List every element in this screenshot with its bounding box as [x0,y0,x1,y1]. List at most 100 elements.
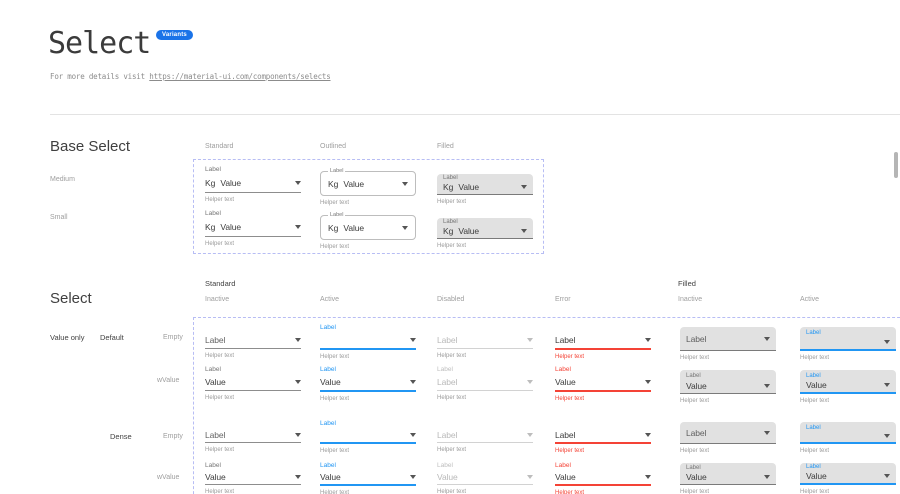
select-filled-inactive-wvalue-dense: Label Value Helper text [680,463,776,494]
select-control[interactable]: Label Kg Value [437,218,533,239]
select-control[interactable]: Label Value [800,370,896,394]
subtitle-text: For more details visit [50,72,150,81]
select-value: Label [205,429,226,440]
select-control[interactable]: Value [555,374,651,392]
select-standard-error-wvalue-dense: Label Value Helper text [555,462,651,494]
select-floating-label: Label [205,462,221,469]
select-control[interactable]: Label Kg Value [320,168,416,196]
select-control[interactable]: Label Value [800,463,896,485]
select-value: Value [806,380,827,390]
dropdown-arrow-icon [410,379,416,384]
select-adornment: Kg [443,182,454,192]
scrollbar-thumb[interactable] [894,152,898,178]
dropdown-arrow-icon [645,379,651,384]
select-control[interactable]: Label [437,428,533,443]
dropdown-arrow-icon [521,229,527,233]
state-header-active: Active [320,296,340,303]
select-control[interactable]: Label [800,422,896,444]
helper-text: Helper text [205,447,235,453]
select-control[interactable]: Value [437,470,533,485]
select-control[interactable]: Label [680,422,776,444]
select-control[interactable]: Value [555,470,651,486]
row-size-default: Default [100,333,124,342]
select-floating-label: Label [443,219,458,225]
dropdown-arrow-icon [527,379,533,384]
select-floating-label: Label [806,330,821,336]
select-control[interactable]: Label [205,332,301,349]
select-standard-disabled-empty-dense: Label Helper text [437,420,533,453]
helper-text: Helper text [800,355,830,361]
dropdown-arrow-icon [764,336,770,341]
row-size-dense: Dense [110,432,132,441]
select-floating-label: Label [806,373,821,379]
select-value: Label [686,427,707,438]
select-control[interactable]: Label Kg Value [320,212,416,240]
select-value: Value [555,471,576,482]
select-floating-label: Label [320,366,336,373]
select-control[interactable]: Label [555,428,651,444]
select-control[interactable]: Label [205,428,301,443]
helper-text: Helper text [205,197,235,203]
select-floating-label: Label [806,464,821,470]
dropdown-arrow-icon [764,430,770,435]
dropdown-arrow-icon [527,474,533,479]
row-group-label: Value only [50,333,85,342]
select-control[interactable]: Label [437,374,533,391]
select-standard-disabled-wvalue-dense: Label Value Helper text [437,462,533,494]
helper-text: Helper text [320,354,350,360]
state-header-inactive: Inactive [205,296,230,303]
select-control[interactable]: Label Value [680,370,776,394]
select-standard-active-empty-dense: Label Helper text [320,420,416,454]
select-standard-inactive-empty: Label Helper text [205,323,301,359]
row-label-empty: Empty [163,334,183,341]
select-control[interactable] [320,428,416,444]
select-control[interactable]: Value [205,374,301,391]
dropdown-arrow-icon [645,337,651,342]
state-header-filled-active: Active [800,296,820,303]
select-control[interactable]: Label [437,332,533,349]
select-control[interactable] [320,332,416,350]
select-value: Value [220,221,242,232]
row-label-medium: Medium [50,176,75,183]
helper-text: Helper text [205,395,235,401]
select-value: Label [555,429,576,440]
select-control[interactable]: Label Value [680,463,776,485]
helper-text: Helper text [320,490,350,494]
select-control[interactable]: Kg Value [205,174,301,193]
group-header-standard: Standard [205,279,236,288]
base-select-title: Base Select [50,138,131,155]
select-filled-active-empty: Label Helper text [800,327,896,361]
state-header-filled-inactive: Inactive [678,296,703,303]
select-control[interactable]: Value [320,470,416,486]
select-control[interactable]: Label [680,327,776,351]
select-adornment: Kg [205,221,216,232]
dropdown-arrow-icon [884,383,890,387]
docs-link[interactable]: https://material-ui.com/components/selec… [149,72,331,81]
select-value: Label [555,334,576,345]
select-floating-label: Label [328,212,346,219]
select-control[interactable]: Label [555,332,651,350]
select-control[interactable]: Label Kg Value [437,174,533,195]
column-header-standard: Standard [205,143,234,150]
row-label-wvalue: wValue [157,474,180,481]
select-control[interactable]: Value [205,470,301,485]
select-value: Value [458,182,480,192]
select-control[interactable]: Kg Value [205,218,301,237]
dropdown-arrow-icon [402,181,408,186]
helper-text: Helper text [800,448,830,454]
helper-text: Helper text [437,489,467,494]
helper-text: Helper text [680,448,710,454]
select-filled-active-empty-dense: Label Helper text [800,422,896,454]
column-header-filled: Filled [437,143,454,150]
select-control[interactable]: Value [320,374,416,392]
select-standard-error-empty: Label Helper text [555,323,651,360]
dropdown-arrow-icon [527,337,533,342]
dropdown-arrow-icon [295,474,301,479]
select-standard-error-wvalue: Label Value Helper text [555,365,651,402]
helper-text: Helper text [680,489,710,494]
select-control[interactable]: Label [800,327,896,351]
select-floating-label: Label [320,324,336,331]
select-floating-label: Label [320,462,336,469]
select-floating-label: Label [205,210,221,217]
